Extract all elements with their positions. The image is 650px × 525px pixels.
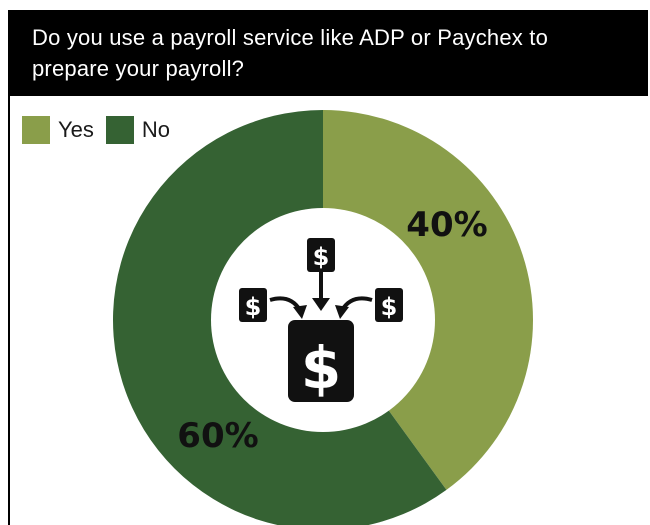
legend-item-no: No xyxy=(105,116,182,144)
top-dollar-glyph: $ xyxy=(313,243,330,271)
left-dollar-tag-icon xyxy=(239,288,267,322)
payroll-dollar-icon: $ $ $ $ xyxy=(239,238,403,402)
right-dollar-tag-icon xyxy=(375,288,403,322)
legend-label-yes: Yes xyxy=(58,117,94,142)
right-dollar-glyph: $ xyxy=(381,293,398,321)
left-arrow-head xyxy=(293,305,307,319)
top-dollar-tag-icon xyxy=(307,238,335,272)
legend-label-no: No xyxy=(141,117,171,142)
top-arrow-head xyxy=(312,298,330,311)
slice-label-yes: 40% xyxy=(406,205,487,245)
big-dollar-glyph: $ xyxy=(301,334,341,402)
legend-swatch-no xyxy=(105,116,134,144)
right-arrow-head xyxy=(335,305,349,319)
document-icon xyxy=(288,320,354,402)
slice-label-no: 60% xyxy=(177,416,258,456)
left-dollar-glyph: $ xyxy=(245,293,262,321)
title-bar: Do you use a payroll service like ADP or… xyxy=(8,10,648,96)
legend-swatch-yes xyxy=(22,116,50,144)
chart-title: Do you use a payroll service like ADP or… xyxy=(32,25,549,81)
left-border xyxy=(8,96,10,525)
slice-labels: 40% 60% xyxy=(177,205,487,456)
legend-item-yes: Yes xyxy=(22,116,106,144)
legend: Yes No xyxy=(22,116,182,144)
